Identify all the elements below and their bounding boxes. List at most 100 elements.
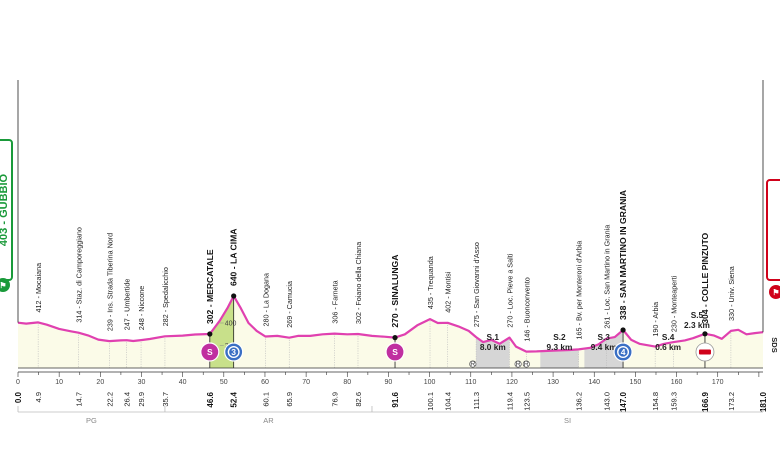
place-label: 302 - Foiano della Chiana — [354, 242, 363, 324]
place-km-label: 26.4 — [123, 392, 132, 407]
gravel-sector-id: S.3 — [597, 332, 610, 342]
major-place-marker — [620, 327, 626, 333]
gravel-sector-shade — [540, 349, 579, 368]
place-km-label: 166.9 — [701, 391, 710, 412]
place-label: 330 - Univ. Siena — [727, 266, 736, 321]
axis-tick-label: 30 — [138, 379, 146, 386]
sprint-badge-text: S — [392, 347, 398, 357]
finish-flag-glyph: ⚑ — [772, 288, 779, 297]
place-label: 435 - Trequanda — [426, 256, 435, 309]
place-km-label: 22.2 — [105, 392, 114, 407]
kom-badge-text: 4 — [621, 347, 626, 357]
place-label: 306 - Farneta — [331, 280, 340, 323]
axis-tick-label: 130 — [547, 379, 559, 386]
start-flag-icon — [0, 278, 10, 292]
place-km-label: 52.4 — [230, 391, 239, 407]
region-label: AR — [263, 416, 274, 425]
place-label: 247 - Umbertide — [123, 279, 132, 331]
sprint-badge-icon — [385, 342, 405, 362]
finish-flag-icon — [769, 285, 780, 299]
place-label: 275 - San Giovanni d'Asso — [472, 242, 481, 327]
place-km-label: 4.9 — [34, 392, 43, 402]
gravel-sector-id: S.4 — [662, 332, 675, 342]
place-km-label: 159.3 — [670, 392, 679, 411]
axis-tick-label: 90 — [385, 379, 393, 386]
place-km-label: 123.5 — [522, 392, 531, 411]
redbull-badge-mark — [698, 349, 711, 355]
profile-line — [17, 294, 764, 353]
start-km-label: 0.0 — [14, 391, 23, 403]
axis-tick-label: 10 — [55, 379, 63, 386]
axis-tick-label: 110 — [465, 379, 476, 386]
sprint-badge-text: S — [207, 347, 213, 357]
major-place-marker — [207, 331, 213, 337]
axis-tick-label: 50 — [220, 379, 228, 386]
axis-tick-label: 0 — [16, 379, 20, 386]
feed-zone-icon-text: R — [516, 361, 521, 368]
feed-zone-icon — [469, 360, 477, 368]
region-label: PG — [86, 416, 97, 425]
place-label: 280 - La Dogana — [261, 273, 270, 327]
region-label: SI — [564, 416, 571, 425]
gravel-sector-shade — [584, 330, 624, 368]
gravel-sector-shade — [476, 337, 510, 368]
gravel-sector-length: 2.3 km — [684, 320, 710, 330]
place-label: 412 - Mocaiana — [34, 263, 43, 313]
sprint-badge-icon — [200, 342, 220, 362]
place-label: 261 - Loc. San Martino in Grania — [603, 225, 612, 329]
gravel-sector-length: 9.4 km — [591, 342, 617, 352]
place-label: 190 - Arbia — [651, 302, 660, 337]
finish-city-label: 318 - SIENA — [778, 201, 780, 263]
place-km-label: 65.9 — [285, 392, 294, 407]
finish-km-label: 181.0 — [759, 391, 768, 412]
kom-badge-core — [618, 347, 628, 357]
major-place-marker — [392, 335, 398, 341]
major-place-label: 302 - MERCATALE — [205, 249, 215, 324]
place-km-label: 111.3 — [472, 392, 481, 410]
place-km-label: 104.4 — [444, 392, 453, 411]
gravel-sector-id: S.5 — [691, 310, 704, 320]
gravel-sector-id: S.1 — [487, 332, 500, 342]
place-label: 402 - Montisi — [444, 271, 453, 313]
place-label: 269 - Camucia — [285, 281, 294, 328]
place-label: 146 - Buonconvento — [522, 277, 531, 341]
axis-tick-label: 160 — [671, 379, 683, 386]
place-km-label: 76.9 — [331, 392, 340, 407]
axis-tick-label: 120 — [506, 379, 518, 386]
place-km-label: 143.0 — [603, 392, 612, 411]
place-label: 282 - Spedalicchio — [161, 267, 170, 326]
place-km-label: 35.7 — [161, 392, 170, 407]
place-km-label: 46.6 — [206, 391, 215, 407]
major-place-label: 338 - SAN MARTINO IN GRANIA — [618, 190, 628, 320]
axis-tick-label: 100 — [424, 379, 436, 386]
feed-zone-icon — [514, 360, 522, 368]
place-km-label: 100.1 — [426, 392, 435, 411]
feed-zone-icon — [522, 360, 530, 368]
place-label: 248 - Niccone — [137, 286, 146, 330]
axis-tick-label: 70 — [302, 379, 310, 386]
start-city-label: 403 - GUBBIO — [0, 173, 10, 246]
start-flag-glyph: ⚑ — [0, 281, 7, 290]
feed-zone-icon-text: R — [524, 361, 529, 368]
gravel-sector-id: S.2 — [553, 332, 566, 342]
sds-label: SDS — [770, 337, 779, 352]
altitude-tick-label: 400 — [225, 321, 237, 328]
major-place-label: 304 - COLLE PINZUTO — [700, 232, 710, 323]
axis-tick-label: 40 — [179, 379, 187, 386]
place-km-label: 136.2 — [575, 392, 584, 411]
place-label: 314 - Staz. di Camporeggiano — [75, 227, 84, 323]
axis-tick-label: 140 — [588, 379, 600, 386]
place-km-label: 173.2 — [727, 392, 736, 411]
finish-box — [766, 179, 780, 281]
place-km-label: 147.0 — [619, 391, 628, 412]
axis-tick-label: 150 — [630, 379, 642, 386]
place-label: 230 - Monteaperti — [670, 275, 679, 332]
place-km-label: 82.6 — [354, 392, 363, 407]
place-km-label: 154.8 — [651, 392, 660, 411]
gravel-sector-length: 8.0 km — [480, 342, 506, 352]
place-km-label: 14.7 — [75, 392, 84, 407]
place-label: 165 - Bv. per Monteroni d'Arbia — [575, 241, 584, 340]
gravel-sector-length: 0.6 km — [655, 342, 681, 352]
place-km-label: 60.1 — [261, 392, 270, 407]
